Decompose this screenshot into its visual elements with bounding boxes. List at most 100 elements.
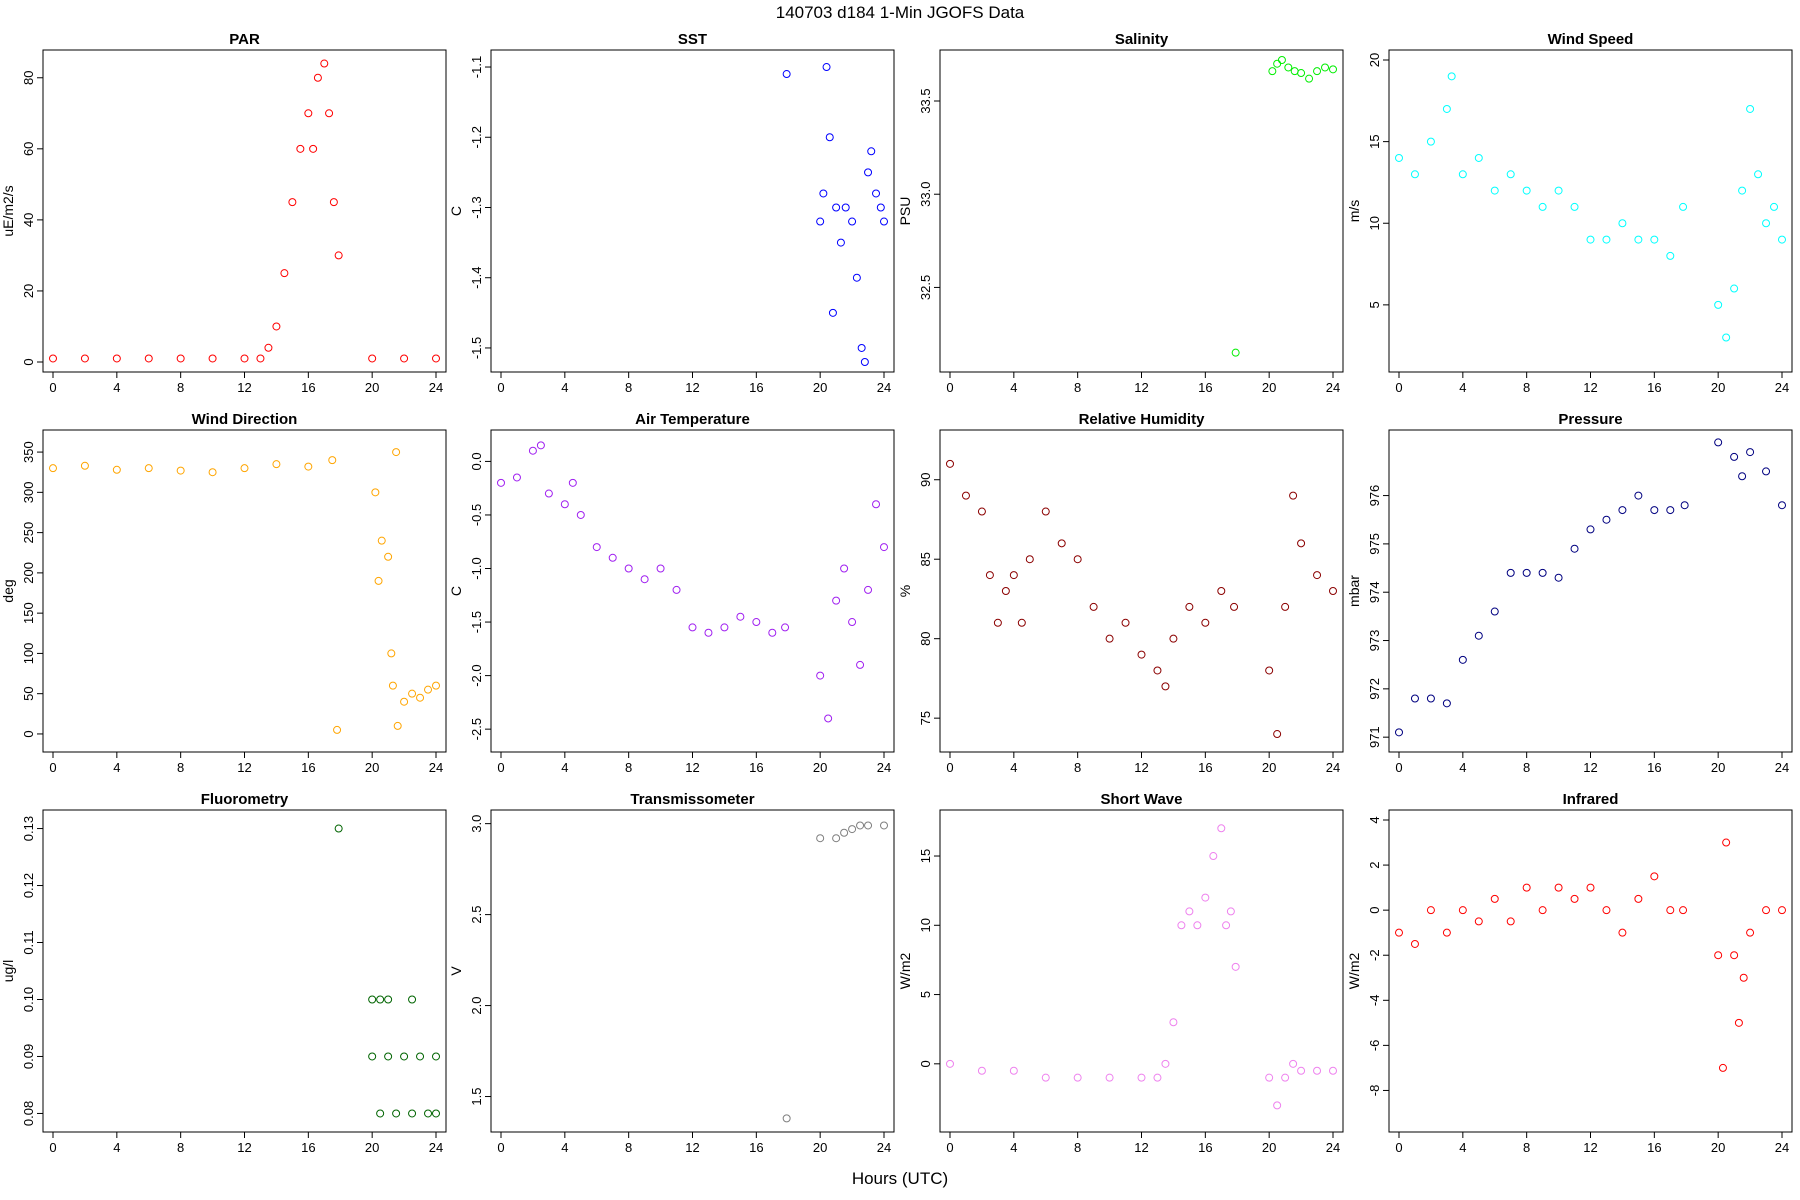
data-point (1746, 928, 1755, 937)
y-tick-label: 50 (21, 686, 36, 700)
data-point (1634, 235, 1643, 244)
x-tick-label: 16 (749, 1140, 763, 1155)
data-point (49, 464, 57, 473)
data-point (112, 354, 121, 363)
data-point (1490, 894, 1499, 903)
y-tick-label: 5 (918, 991, 933, 998)
y-tick-label: 0.09 (21, 1044, 36, 1069)
x-tick-label: 0 (946, 760, 953, 775)
x-tick-label: 12 (237, 380, 251, 395)
x-tick-label: 24 (877, 760, 891, 775)
x-tick-label: 4 (113, 1140, 120, 1155)
y-tick-label: -2 (1367, 949, 1382, 961)
x-tick-label: 4 (113, 380, 120, 395)
x-tick-label: 4 (1459, 1140, 1466, 1155)
y-tick-label: 32.5 (918, 275, 933, 300)
x-tick-label: 20 (365, 1140, 379, 1155)
data-point (840, 828, 849, 837)
data-point (1009, 1066, 1018, 1075)
data-point (841, 203, 850, 212)
x-tick-label: 16 (1647, 380, 1661, 395)
y-tick-label: 350 (21, 441, 36, 463)
x-tick-label: 4 (561, 1140, 568, 1155)
data-point (280, 269, 289, 278)
data-point (864, 585, 873, 594)
y-tick-label: 80 (21, 71, 36, 85)
x-tick-label: 24 (1775, 760, 1789, 775)
data-point (240, 464, 249, 473)
data-point (304, 462, 313, 471)
data-point (432, 1109, 440, 1118)
data-point (392, 448, 401, 457)
data-point (819, 189, 828, 198)
data-point (568, 478, 577, 487)
data-point (864, 168, 873, 177)
data-point (1442, 928, 1451, 937)
data-point (1554, 883, 1563, 892)
data-point (1634, 894, 1643, 903)
y-tick-label: 100 (21, 643, 36, 665)
data-point (688, 623, 697, 632)
data-point (1778, 501, 1786, 510)
data-point (1442, 699, 1451, 708)
y-tick-label: 0.13 (21, 816, 36, 841)
x-tick-label: 8 (625, 1140, 632, 1155)
y-tick-label: 80 (918, 631, 933, 645)
data-point (1746, 448, 1755, 457)
y-tick-label: 10 (918, 918, 933, 932)
data-point (387, 649, 396, 658)
data-point (393, 721, 402, 730)
data-point (1746, 104, 1755, 113)
y-tick-label: 2.0 (469, 997, 484, 1015)
y-axis-label: V (448, 966, 464, 976)
data-point (112, 465, 121, 474)
data-point (384, 995, 393, 1004)
data-point (432, 354, 440, 363)
data-point (1231, 962, 1240, 971)
data-point (333, 725, 342, 734)
data-point (1666, 906, 1675, 915)
x-tick-label: 8 (1074, 760, 1081, 775)
y-tick-label: 1.5 (469, 1087, 484, 1105)
data-point (985, 571, 994, 580)
x-tick-label: 0 (1395, 1140, 1402, 1155)
data-point (208, 468, 217, 477)
data-point (880, 217, 888, 226)
x-tick-label: 24 (429, 760, 443, 775)
data-point (860, 358, 869, 366)
data-point (624, 564, 633, 573)
data-point (856, 821, 865, 830)
x-tick-label: 24 (1326, 1140, 1340, 1155)
data-point (1265, 1073, 1274, 1082)
data-point (272, 322, 281, 331)
data-point (816, 834, 825, 843)
y-tick-label: 0.0 (469, 452, 484, 470)
data-point (867, 147, 876, 156)
data-point (1650, 235, 1659, 244)
x-tick-label: 12 (1134, 380, 1148, 395)
x-tick-label: 0 (1395, 760, 1402, 775)
data-point (822, 63, 831, 72)
data-point (1474, 631, 1483, 640)
data-point (49, 354, 57, 363)
data-point (296, 144, 305, 153)
data-point (752, 618, 761, 627)
data-point (528, 446, 537, 455)
y-axis-label: W/m2 (1346, 953, 1362, 990)
y-tick-label: 0.12 (21, 873, 36, 898)
data-point (1105, 634, 1114, 643)
data-point (1538, 906, 1547, 915)
data-point (704, 628, 713, 637)
panel-title: Pressure (1558, 411, 1622, 428)
data-point (1586, 235, 1595, 244)
data-point (1137, 650, 1146, 659)
data-point (1554, 186, 1563, 195)
y-tick-label: -0.5 (469, 504, 484, 526)
data-point (880, 543, 888, 552)
data-point (672, 585, 681, 594)
y-tick-label: 85 (918, 552, 933, 566)
data-point (1490, 186, 1499, 195)
y-axis-label: % (897, 585, 913, 597)
x-tick-label: 20 (365, 380, 379, 395)
data-point (560, 500, 569, 509)
